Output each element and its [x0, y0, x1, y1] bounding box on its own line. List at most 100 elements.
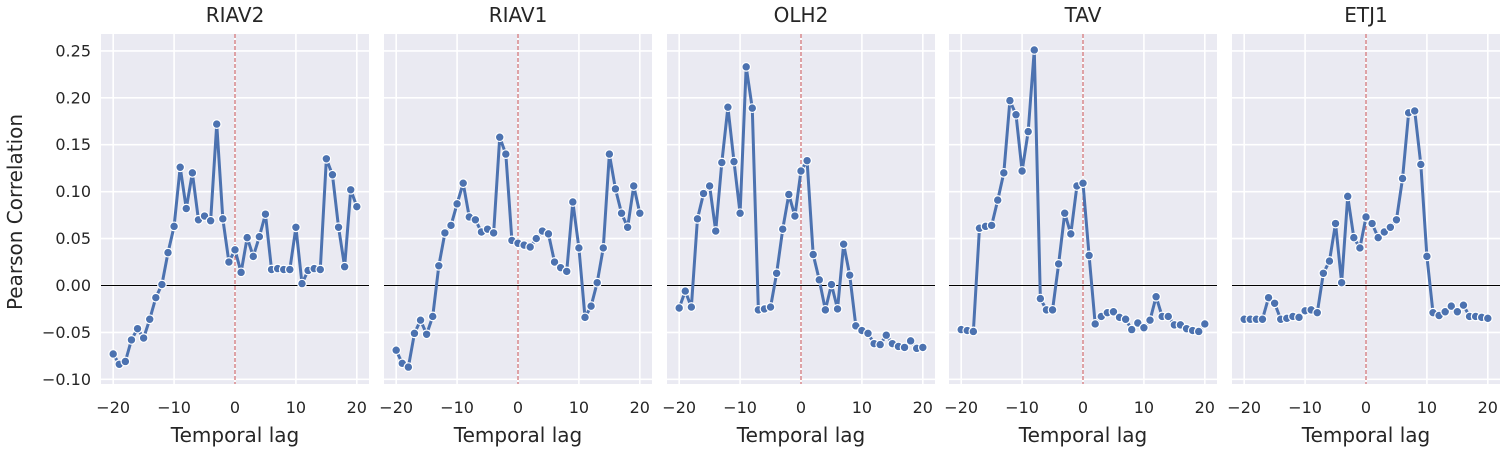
data-point	[998, 167, 1009, 178]
x-axis-label: Temporal lag	[1018, 423, 1147, 447]
x-tick-label: 10	[852, 398, 872, 417]
data-point	[802, 155, 812, 166]
x-axis-label: Temporal lag	[453, 423, 582, 447]
data-point	[899, 342, 910, 353]
y-tick-label: 0.10	[55, 182, 91, 201]
data-point	[586, 301, 596, 312]
x-tick-label: 10	[286, 398, 306, 417]
data-point	[561, 266, 572, 277]
x-tick-label: −10	[157, 398, 191, 417]
data-point	[1342, 191, 1353, 202]
data-point	[224, 257, 234, 267]
data-point	[169, 221, 179, 232]
data-point	[844, 270, 855, 281]
data-point	[1029, 45, 1040, 55]
data-point	[1151, 291, 1161, 302]
data-point	[1422, 251, 1432, 262]
data-point	[723, 102, 733, 113]
x-tick-label: −10	[440, 398, 474, 417]
data-point	[1023, 126, 1034, 137]
data-point	[1163, 311, 1174, 322]
data-point	[986, 220, 997, 231]
data-point	[345, 184, 356, 195]
y-tick-label: 0.05	[55, 229, 91, 248]
data-point	[777, 224, 788, 235]
data-point	[692, 213, 703, 224]
data-point	[1409, 106, 1420, 116]
data-point	[634, 208, 645, 219]
data-point	[415, 315, 426, 326]
x-tick-label: 20	[1478, 398, 1498, 417]
data-point	[1059, 208, 1070, 219]
data-point	[863, 328, 873, 339]
data-point	[1269, 298, 1280, 309]
data-point	[790, 211, 800, 221]
data-point	[616, 208, 627, 219]
x-tick-label: −10	[1005, 398, 1039, 417]
data-point	[427, 311, 438, 322]
data-point	[391, 345, 402, 356]
data-point	[163, 247, 173, 258]
data-point	[1355, 243, 1365, 253]
data-point	[698, 188, 709, 199]
data-point	[549, 257, 560, 267]
data-point	[1005, 95, 1015, 106]
data-point	[1482, 313, 1493, 324]
data-point	[716, 157, 727, 168]
data-point	[494, 132, 505, 143]
data-point	[458, 178, 469, 189]
data-point	[1415, 159, 1426, 170]
data-point	[1078, 178, 1088, 189]
panel-riav2: RIAV2 −20 −10 0 10 20 Temporal lag −0.10 −0.05 0.…	[42, 3, 369, 447]
x-tick-label: 10	[1417, 398, 1437, 417]
data-point	[284, 264, 295, 275]
panel-title: RIAV1	[489, 3, 548, 27]
data-point	[1391, 214, 1402, 225]
data-point	[248, 251, 259, 262]
x-tick-label: 0	[1078, 398, 1088, 417]
panel-riav1: RIAV1 −20 −10 0 10 20 Temporal lag	[379, 3, 652, 447]
data-point	[1120, 314, 1131, 325]
data-point	[917, 342, 928, 353]
y-tick-label: 0.25	[55, 41, 91, 60]
x-tick-label: 20	[913, 398, 933, 417]
data-point	[1011, 109, 1021, 120]
data-point	[1053, 258, 1064, 269]
data-point	[138, 333, 149, 343]
data-point	[126, 334, 137, 345]
data-point	[150, 292, 161, 303]
data-point	[333, 222, 344, 233]
data-point	[230, 244, 240, 255]
data-point	[1065, 228, 1076, 239]
panel-title: RIAV2	[206, 3, 265, 27]
data-point	[968, 326, 979, 337]
data-point	[808, 249, 819, 260]
x-tick-label: 0	[230, 398, 240, 417]
data-point	[567, 197, 578, 207]
data-point	[881, 330, 892, 341]
data-point	[187, 167, 198, 178]
data-point	[440, 228, 450, 238]
data-point	[592, 277, 603, 288]
data-point	[820, 304, 831, 315]
data-point	[470, 214, 481, 225]
data-point	[735, 208, 745, 219]
data-point	[796, 166, 806, 176]
data-point	[315, 264, 326, 275]
data-point	[1294, 312, 1304, 323]
data-point	[157, 279, 167, 290]
data-point	[205, 215, 216, 226]
data-point	[254, 231, 265, 242]
data-point	[181, 203, 192, 214]
data-point	[409, 328, 420, 339]
data-point	[741, 61, 752, 72]
panel-title: ETJ1	[1344, 3, 1387, 27]
y-tick-label: 0.20	[55, 88, 91, 107]
data-point	[704, 181, 715, 191]
data-point	[327, 169, 338, 180]
x-axis-label: Temporal lag	[170, 423, 299, 447]
x-tick-label: −20	[662, 398, 696, 417]
data-point	[747, 103, 758, 114]
data-point	[875, 339, 886, 350]
panel-tav: TAV −20 −10 0 10 20 Temporal lag	[944, 3, 1217, 447]
